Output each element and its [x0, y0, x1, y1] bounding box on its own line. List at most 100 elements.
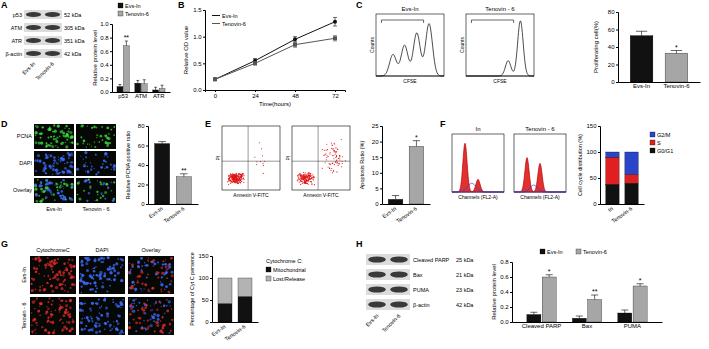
- cell: [82, 125, 84, 127]
- tick-label: 72: [332, 93, 339, 99]
- dot: [300, 176, 301, 177]
- dot: [305, 177, 306, 178]
- dot: [239, 180, 240, 181]
- cell: [57, 189, 59, 191]
- axis-line: [598, 127, 601, 205]
- axis-line: [213, 322, 259, 323]
- dot: [309, 175, 310, 176]
- cell: [63, 307, 64, 308]
- dot: [230, 181, 231, 182]
- dot: [233, 178, 234, 179]
- cell: [78, 198, 81, 201]
- cell: [48, 332, 50, 334]
- cell: [84, 180, 87, 183]
- cell: [38, 259, 41, 262]
- cell: [109, 142, 111, 144]
- cell: [102, 195, 104, 197]
- bar: [606, 184, 619, 204]
- cell: [112, 267, 115, 270]
- cell: [104, 191, 107, 194]
- dot: [235, 181, 236, 182]
- y-axis: 020406080: [138, 123, 149, 207]
- cell: [112, 199, 115, 202]
- tick-mark: [510, 292, 512, 293]
- dot: [236, 177, 237, 178]
- column-label: DAPI: [96, 247, 109, 253]
- cell: [101, 194, 102, 195]
- dot: [337, 149, 338, 150]
- axis-line: [146, 127, 149, 205]
- dot: [239, 177, 240, 178]
- cell: [49, 145, 51, 147]
- cell: [155, 321, 158, 324]
- legend-swatch: [650, 132, 655, 137]
- cell: [170, 305, 171, 306]
- dot: [234, 181, 235, 182]
- cell: [111, 328, 113, 330]
- tick-label: Cleaved PARP: [522, 323, 562, 329]
- dot: [304, 178, 305, 179]
- cell: [135, 298, 137, 300]
- cell: [59, 304, 61, 306]
- cell: [92, 268, 94, 270]
- dot: [241, 177, 242, 178]
- cell: [95, 266, 97, 268]
- dot: [304, 182, 305, 183]
- tick-label: 100: [586, 149, 597, 155]
- dot: [231, 178, 232, 179]
- cell: [167, 264, 170, 267]
- cell: [104, 328, 105, 329]
- cell: [121, 264, 123, 266]
- panel-letter: A: [1, 0, 8, 10]
- dot: [236, 180, 237, 181]
- dot: [310, 174, 311, 175]
- cell: [89, 289, 91, 291]
- tick-label: 20: [138, 182, 145, 188]
- cell: [80, 285, 82, 287]
- micrograph: [76, 178, 116, 203]
- annotation: *: [548, 268, 551, 275]
- dot: [228, 175, 229, 176]
- dot: [307, 176, 308, 177]
- dot: [238, 177, 239, 178]
- tick-mark: [380, 157, 382, 158]
- dot: [303, 179, 304, 180]
- dot: [323, 155, 324, 156]
- dot: [339, 163, 340, 164]
- cell: [171, 274, 174, 277]
- cell: [43, 275, 45, 277]
- cell: [59, 272, 61, 274]
- cell: [38, 273, 40, 275]
- dot: [236, 176, 237, 177]
- dot: [333, 148, 334, 149]
- tick-mark: [110, 78, 112, 79]
- dot: [229, 177, 230, 178]
- dot: [230, 175, 231, 176]
- dot: [235, 175, 236, 176]
- cell: [93, 259, 96, 262]
- dot: [308, 179, 309, 180]
- dot: [336, 160, 337, 161]
- tick-label: 0: [611, 79, 615, 85]
- tick: PUMA: [624, 322, 641, 329]
- cell: [70, 270, 72, 272]
- dot: [234, 175, 235, 176]
- micrograph: [30, 256, 76, 294]
- error-bar: [576, 316, 583, 318]
- cell: [43, 190, 46, 193]
- dot: [234, 177, 235, 178]
- dot: [305, 180, 306, 181]
- error-bar: [213, 78, 217, 80]
- axis-title: Proliferating cell(%): [593, 21, 599, 73]
- cell: [109, 324, 112, 327]
- error-bar: [293, 42, 297, 47]
- dot: [299, 179, 300, 180]
- cell: [39, 286, 41, 288]
- cell: [63, 188, 64, 189]
- tick-mark: [110, 51, 112, 52]
- cell: [54, 275, 56, 277]
- bar: [123, 46, 129, 92]
- cell: [37, 154, 40, 157]
- image-background: [79, 256, 125, 294]
- dot: [235, 180, 236, 181]
